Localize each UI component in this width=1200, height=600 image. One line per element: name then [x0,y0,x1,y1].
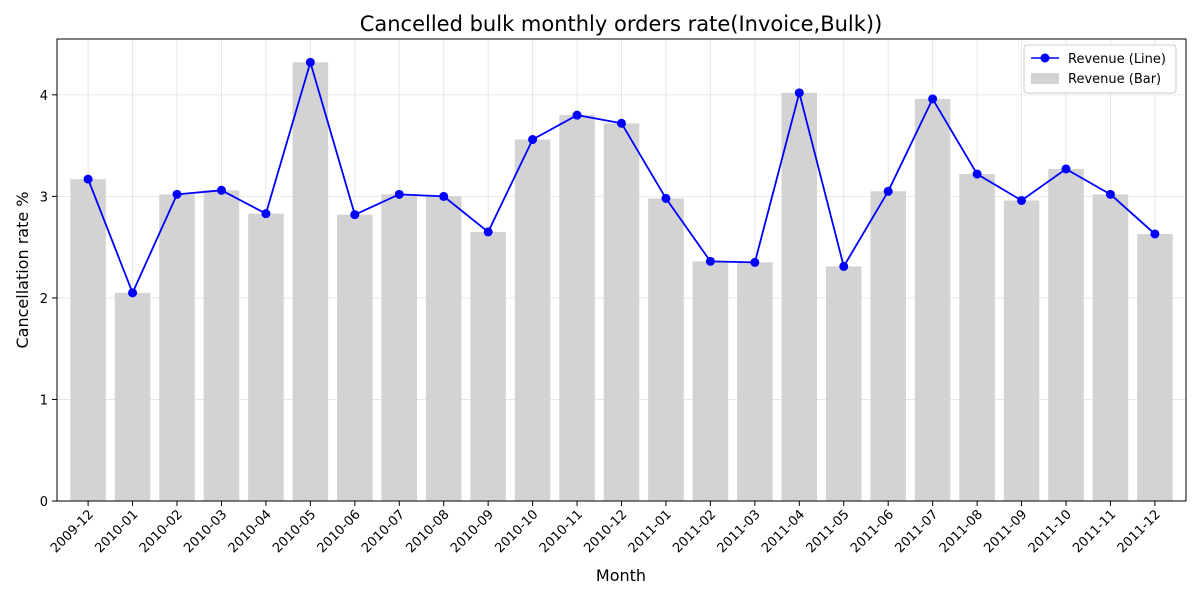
x-tick-label: 2011-08 [937,507,986,556]
data-point [216,185,226,195]
data-point [1017,195,1027,205]
x-tick-label: 2010-08 [404,507,453,556]
data-point [572,110,582,120]
bar [781,92,818,502]
x-axis-title: Month [596,566,646,585]
data-point [928,94,938,104]
bar [159,194,195,501]
data-point [972,169,982,179]
bar [959,174,995,502]
legend-box [1023,44,1177,94]
x-tick-label: 2011-12 [1115,507,1164,556]
bar [381,194,418,501]
x-tick-label: 2010-11 [537,507,586,556]
y-tick-label: 4 [40,89,48,104]
bar-layer [70,62,1173,502]
bar [692,261,729,501]
y-axis-title: Cancellation rate % [13,192,32,349]
bar [292,62,329,501]
data-point [350,210,360,220]
bar [1092,194,1129,501]
bar [114,292,151,501]
legend: Revenue (Line) Revenue (Bar) [1023,44,1177,94]
x-tick-label: 2011-06 [848,507,897,556]
x-tick-label: 2011-02 [670,507,719,556]
x-tick-label: 2010-12 [581,507,630,556]
bar [248,213,284,501]
data-point [661,193,671,203]
x-tick-label: 2011-05 [804,507,853,556]
x-tick-label: 2010-01 [92,507,141,556]
y-tick-label: 1 [40,393,48,408]
data-point [794,88,804,98]
x-axis: 2009-122010-012010-022010-032010-042010-… [48,501,1164,556]
bar [1003,200,1040,501]
x-tick-label: 2011-10 [1026,507,1075,556]
legend-label-bar: Revenue (Bar) [1068,72,1161,87]
legend-marker-swatch [1040,53,1050,63]
x-tick-label: 2011-03 [715,507,764,556]
bar [914,98,951,502]
y-tick-label: 2 [40,292,48,307]
data-point [750,257,760,267]
data-point [439,191,449,201]
bar [70,179,106,501]
bar [1137,233,1173,501]
x-tick-label: 2011-09 [981,507,1030,556]
x-tick-label: 2010-02 [137,507,186,556]
bar [603,123,640,502]
data-point [83,174,93,184]
data-point [617,118,626,128]
legend-label-line: Revenue (Line) [1068,52,1166,67]
bar [514,139,551,501]
x-tick-label: 2009-12 [48,507,97,556]
data-point [172,189,182,199]
data-point [883,186,893,196]
data-point [394,189,404,199]
chart-title: Cancelled bulk monthly orders rate(Invoi… [360,12,883,36]
x-tick-label: 2010-10 [492,507,541,556]
x-tick-label: 2011-04 [759,507,808,556]
bar [1048,168,1084,501]
x-tick-label: 2010-05 [270,507,319,556]
y-tick-label: 0 [40,495,48,510]
bar [737,262,773,501]
data-point [839,261,849,271]
data-point [261,209,271,219]
bar [470,231,506,501]
data-point [128,288,138,298]
bar [425,196,462,501]
legend-bar-swatch [1031,73,1059,84]
x-tick-label: 2010-03 [181,507,230,556]
x-tick-label: 2011-01 [626,507,675,556]
data-point [1105,189,1115,199]
x-tick-label: 2010-06 [315,507,364,556]
bar [648,198,684,501]
y-axis: 0 1 2 3 4 [40,89,57,510]
data-point [1150,229,1160,239]
data-point [705,256,715,266]
data-point [1061,164,1071,174]
x-tick-label: 2010-04 [226,507,275,556]
x-tick-label: 2011-11 [1070,507,1119,556]
x-tick-label: 2010-09 [448,507,497,556]
y-tick-label: 3 [40,190,48,205]
bar [203,190,240,502]
bar [337,214,373,501]
bar [870,191,906,502]
bar [825,266,862,501]
data-point [305,57,315,67]
data-point [483,227,493,237]
x-tick-label: 2011-07 [892,507,941,556]
bar [559,115,595,502]
data-point [528,135,538,145]
x-tick-label: 2010-07 [359,507,408,556]
line-layer [83,57,1160,298]
